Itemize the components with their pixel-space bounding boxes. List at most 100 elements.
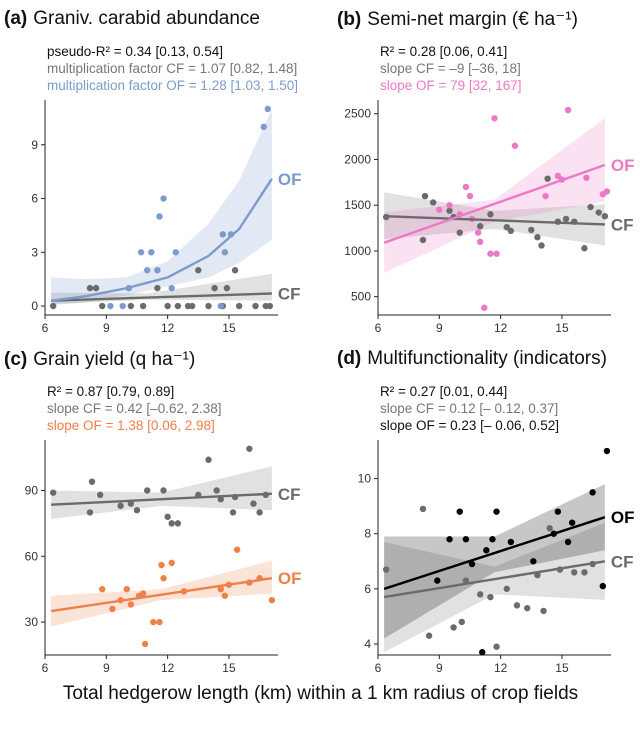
- data-point-cf: [487, 593, 494, 601]
- y-tick-label: 3: [31, 245, 38, 259]
- data-point-cf: [450, 624, 457, 631]
- panel-c-chart: (c) Grain yield (q ha⁻¹) R² = 0.87 [0.79,…: [0, 340, 320, 680]
- stat-line-2: slope CF = 0.42 [–0.62, 2.38]: [47, 401, 222, 416]
- data-point-cf: [229, 509, 237, 516]
- fit-line-cf: [51, 292, 272, 302]
- data-point-of: [530, 558, 537, 565]
- panel-title: (d) Multifunctionality (indicators): [337, 348, 607, 369]
- confidence-band-of: [384, 484, 605, 639]
- series-label-of: OF: [611, 156, 635, 175]
- series-label-cf: CF: [611, 215, 634, 234]
- data-point-cf: [49, 302, 57, 310]
- data-point-cf: [86, 284, 94, 292]
- plot-svg: 6 9 12 15 500 1000 1500 2000 2500 CF OF: [344, 100, 635, 335]
- y-tick-label: 2000: [344, 152, 371, 166]
- series-label-cf: CF: [611, 552, 634, 571]
- data-point-cf: [205, 302, 212, 310]
- x-tick-label: 9: [103, 661, 110, 675]
- data-point-of: [156, 618, 163, 626]
- y-tick-label: 10: [358, 472, 372, 486]
- x-tick-label: 12: [494, 661, 508, 675]
- y-tick-label: 30: [25, 615, 39, 629]
- data-point-of: [542, 192, 549, 200]
- data-point-of: [487, 250, 494, 257]
- x-tick-label: 15: [555, 321, 569, 335]
- y-tick-label: 1000: [344, 244, 371, 258]
- data-point-of: [446, 202, 453, 209]
- data-point-cf: [421, 192, 429, 200]
- series-label-of: OF: [278, 569, 302, 588]
- data-point-cf: [595, 209, 602, 216]
- data-point-cf: [174, 520, 182, 527]
- data-point-of: [127, 601, 135, 608]
- data-point-of: [599, 582, 607, 590]
- x-tick-label: 15: [222, 661, 236, 675]
- data-point-cf: [174, 302, 182, 310]
- x-tick-label: 15: [555, 661, 569, 675]
- data-point-cf: [462, 577, 470, 584]
- stat-line-1: pseudo-R² = 0.34 [0.13, 0.54]: [47, 44, 223, 59]
- y-tick-label: 0: [31, 299, 38, 313]
- y-tick-label: 4: [364, 637, 371, 651]
- x-tick-label: 6: [375, 321, 382, 335]
- series-label-of: OF: [278, 170, 302, 189]
- panel-title: (a) Graniv. carabid abundance: [4, 8, 260, 29]
- data-point-cf: [503, 223, 510, 231]
- confidence-band-cf: [384, 192, 605, 246]
- data-point-of: [233, 546, 241, 553]
- series-label-of: OF: [611, 508, 635, 527]
- data-point-cf: [246, 445, 253, 452]
- data-point-cf: [266, 302, 274, 310]
- data-point-of: [434, 577, 441, 584]
- x-tick-label: 12: [161, 661, 175, 675]
- data-point-cf: [139, 302, 147, 310]
- data-point-of: [603, 447, 611, 455]
- data-point-of: [123, 585, 130, 593]
- series-label-cf: CF: [278, 285, 301, 304]
- data-point-of: [143, 267, 151, 274]
- data-point-cf: [231, 267, 239, 274]
- data-point-cf: [476, 223, 484, 230]
- data-point-cf: [117, 502, 124, 510]
- data-point-cf: [195, 267, 202, 274]
- y-tick-label: 90: [25, 483, 39, 497]
- data-point-cf: [211, 284, 218, 292]
- data-point-cf: [154, 284, 161, 292]
- data-point-cf: [252, 302, 259, 310]
- data-point-cf: [143, 487, 151, 494]
- panel-title: (b) Semi-net margin (€ ha⁻¹): [337, 9, 578, 30]
- panel-title: (c) Grain yield (q ha⁻¹): [4, 349, 196, 370]
- data-point-of: [589, 489, 596, 496]
- data-point-of: [476, 238, 484, 246]
- data-point-cf: [49, 489, 57, 496]
- stat-line-3: slope OF = 79 [32, 167]: [380, 78, 522, 93]
- data-point-of: [154, 267, 161, 274]
- data-point-cf: [513, 602, 521, 609]
- x-tick-label: 12: [494, 321, 508, 335]
- data-point-of: [217, 585, 224, 593]
- stat-line-1: R² = 0.27 [0.01, 0.44]: [380, 384, 508, 399]
- data-point-of: [468, 560, 476, 568]
- x-axis-label: Total hedgerow length (km) within a 1 km…: [62, 683, 579, 704]
- fit-line-of: [50, 577, 273, 613]
- data-point-cf: [205, 456, 212, 463]
- fit-line-cf: [384, 214, 605, 226]
- data-point-of: [511, 142, 519, 149]
- data-point-cf: [96, 491, 104, 499]
- data-point-of: [137, 249, 145, 256]
- data-point-cf: [164, 513, 171, 520]
- stat-line-2: slope CF = 0.12 [– 0.12, 0.37]: [380, 401, 559, 416]
- data-point-of: [436, 206, 443, 213]
- data-point-of: [99, 585, 106, 593]
- data-point-cf: [581, 569, 588, 576]
- x-tick-label: 15: [222, 321, 236, 335]
- x-tick-label: 9: [436, 661, 443, 675]
- data-point-cf: [538, 242, 545, 249]
- data-point-of: [150, 618, 157, 626]
- data-point-of: [491, 115, 498, 122]
- data-point-of: [583, 174, 590, 181]
- data-point-cf: [503, 585, 510, 593]
- data-point-cf: [524, 604, 531, 612]
- data-point-cf: [86, 509, 94, 516]
